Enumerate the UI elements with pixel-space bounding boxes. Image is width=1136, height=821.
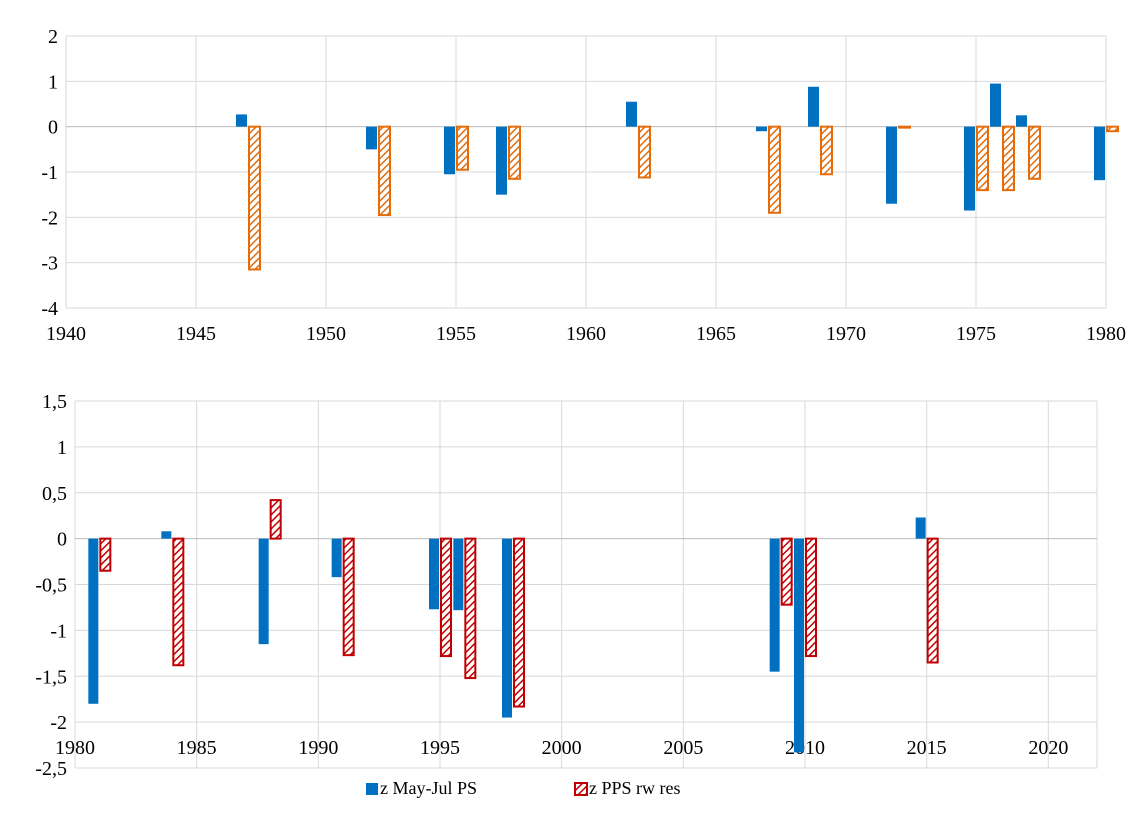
bar-z-pps-rw-res-1988 bbox=[269, 499, 282, 540]
bar-z-pps-rw-res-2010 bbox=[805, 537, 817, 658]
bar-z-pps-rw-res-1980 bbox=[1106, 125, 1119, 133]
y-tick-label: -3 bbox=[41, 253, 58, 275]
bar-z-pps-rw-res-1952 bbox=[378, 125, 391, 217]
x-tick-label: 1975 bbox=[956, 323, 996, 345]
bar-z-pps-rw-res-1981 bbox=[99, 537, 112, 572]
y-tick-label: 1 bbox=[48, 71, 58, 93]
x-tick-label: 1950 bbox=[306, 323, 346, 345]
bar-z-may-jul-ps-2015 bbox=[915, 517, 926, 539]
bar-z-may-jul-ps-1952 bbox=[366, 126, 377, 150]
bar-z-may-jul-ps-1981 bbox=[88, 538, 99, 704]
bar-z-may-jul-ps-1977 bbox=[1016, 115, 1027, 127]
bar-z-may-jul-ps-1995 bbox=[429, 538, 439, 610]
y-tick-label: 2 bbox=[48, 26, 58, 48]
y-tick-label: -2,5 bbox=[35, 758, 67, 780]
x-tick-label: 1970 bbox=[826, 323, 866, 345]
bar-z-may-jul-ps-1947 bbox=[236, 114, 247, 127]
bar-z-may-jul-ps-1972 bbox=[886, 126, 897, 204]
x-tick-label: 1985 bbox=[177, 737, 217, 759]
bar-z-may-jul-ps-1984 bbox=[161, 531, 172, 539]
x-tick-label: 1945 bbox=[176, 323, 216, 345]
legend-swatch-pps-rw-res bbox=[574, 782, 588, 796]
bar-z-may-jul-ps-1980 bbox=[1094, 126, 1105, 181]
x-tick-label: 1995 bbox=[420, 737, 460, 759]
bar-z-may-jul-ps-1955 bbox=[444, 126, 455, 175]
bar-z-pps-rw-res-2009 bbox=[780, 537, 793, 606]
y-tick-label: -1,5 bbox=[35, 666, 67, 688]
x-tick-label: 1990 bbox=[298, 737, 338, 759]
bar-z-may-jul-ps-2010 bbox=[794, 538, 804, 753]
y-tick-label: -1 bbox=[50, 620, 67, 642]
y-tick-label: -0,5 bbox=[35, 575, 67, 597]
y-tick-label: 0 bbox=[57, 529, 67, 551]
bar-z-pps-rw-res-1957 bbox=[508, 125, 521, 180]
y-tick-label: -2 bbox=[41, 207, 58, 229]
x-tick-label: 1955 bbox=[436, 323, 476, 345]
x-tick-label: 2015 bbox=[907, 737, 947, 759]
y-tick-label: 0,5 bbox=[42, 483, 67, 505]
bar-z-pps-rw-res-2015 bbox=[926, 537, 939, 664]
y-tick-label: 0 bbox=[48, 117, 58, 139]
bar-z-pps-rw-res-1947 bbox=[248, 125, 261, 271]
legend: z May-Jul PS z PPS rw res bbox=[366, 778, 681, 798]
x-tick-label: 1965 bbox=[696, 323, 736, 345]
bar-z-may-jul-ps-1998 bbox=[502, 538, 512, 718]
bar-z-pps-rw-res-1977 bbox=[1028, 125, 1041, 180]
y-tick-label: 1 bbox=[57, 437, 67, 459]
bar-z-pps-rw-res-1972 bbox=[898, 125, 911, 129]
bar-z-may-jul-ps-1996 bbox=[453, 538, 464, 611]
bar-z-may-jul-ps-1957 bbox=[496, 126, 507, 195]
bar-z-may-jul-ps-1962 bbox=[626, 101, 637, 127]
bar-z-pps-rw-res-1955 bbox=[456, 125, 469, 171]
bar-z-pps-rw-res-1967 bbox=[768, 125, 781, 214]
bar-z-pps-rw-res-1984 bbox=[172, 537, 185, 667]
x-tick-label: 1980 bbox=[1086, 323, 1126, 345]
x-tick-label: 2005 bbox=[663, 737, 703, 759]
x-tick-label: 1940 bbox=[46, 323, 86, 345]
y-tick-label: -4 bbox=[41, 298, 58, 320]
x-tick-label: 1960 bbox=[566, 323, 606, 345]
bar-z-may-jul-ps-1976 bbox=[990, 83, 1001, 127]
x-tick-label: 2010 bbox=[785, 737, 825, 759]
bar-z-may-jul-ps-1991 bbox=[331, 538, 342, 578]
bar-z-pps-rw-res-1996 bbox=[464, 537, 477, 680]
x-tick-label: 1980 bbox=[55, 737, 95, 759]
y-tick-label: 1,5 bbox=[42, 391, 67, 413]
y-tick-label: -1 bbox=[41, 162, 58, 184]
bar-z-may-jul-ps-1969 bbox=[808, 86, 819, 127]
legend-label-may-jul-ps: z May-Jul PS bbox=[380, 778, 477, 798]
bar-z-pps-rw-res-1976 bbox=[1002, 125, 1015, 192]
y-tick-label: -2 bbox=[50, 712, 67, 734]
x-tick-label: 2020 bbox=[1028, 737, 1068, 759]
bar-z-pps-rw-res-1975 bbox=[976, 125, 989, 192]
legend-swatch-may-jul-ps bbox=[366, 783, 378, 795]
bar-z-may-jul-ps-1975 bbox=[964, 126, 975, 211]
x-tick-label: 2000 bbox=[542, 737, 582, 759]
bar-z-may-jul-ps-1967 bbox=[756, 126, 767, 132]
legend-label-pps-rw-res: z PPS rw res bbox=[589, 778, 681, 798]
bar-z-pps-rw-res-1962 bbox=[638, 125, 651, 179]
bar-z-may-jul-ps-2009 bbox=[769, 538, 780, 672]
bar-z-pps-rw-res-1991 bbox=[342, 537, 355, 657]
bar-z-may-jul-ps-1988 bbox=[258, 538, 269, 645]
top-chart-panel: 2 1 0 -1 -2 -3 -4 1940 1945 1950 1955 1960 1965 1970 1… bbox=[41, 26, 1126, 345]
bar-z-pps-rw-res-1995 bbox=[440, 537, 452, 658]
bar-z-pps-rw-res-1969 bbox=[820, 125, 833, 176]
bar-z-pps-rw-res-1998 bbox=[513, 537, 525, 708]
